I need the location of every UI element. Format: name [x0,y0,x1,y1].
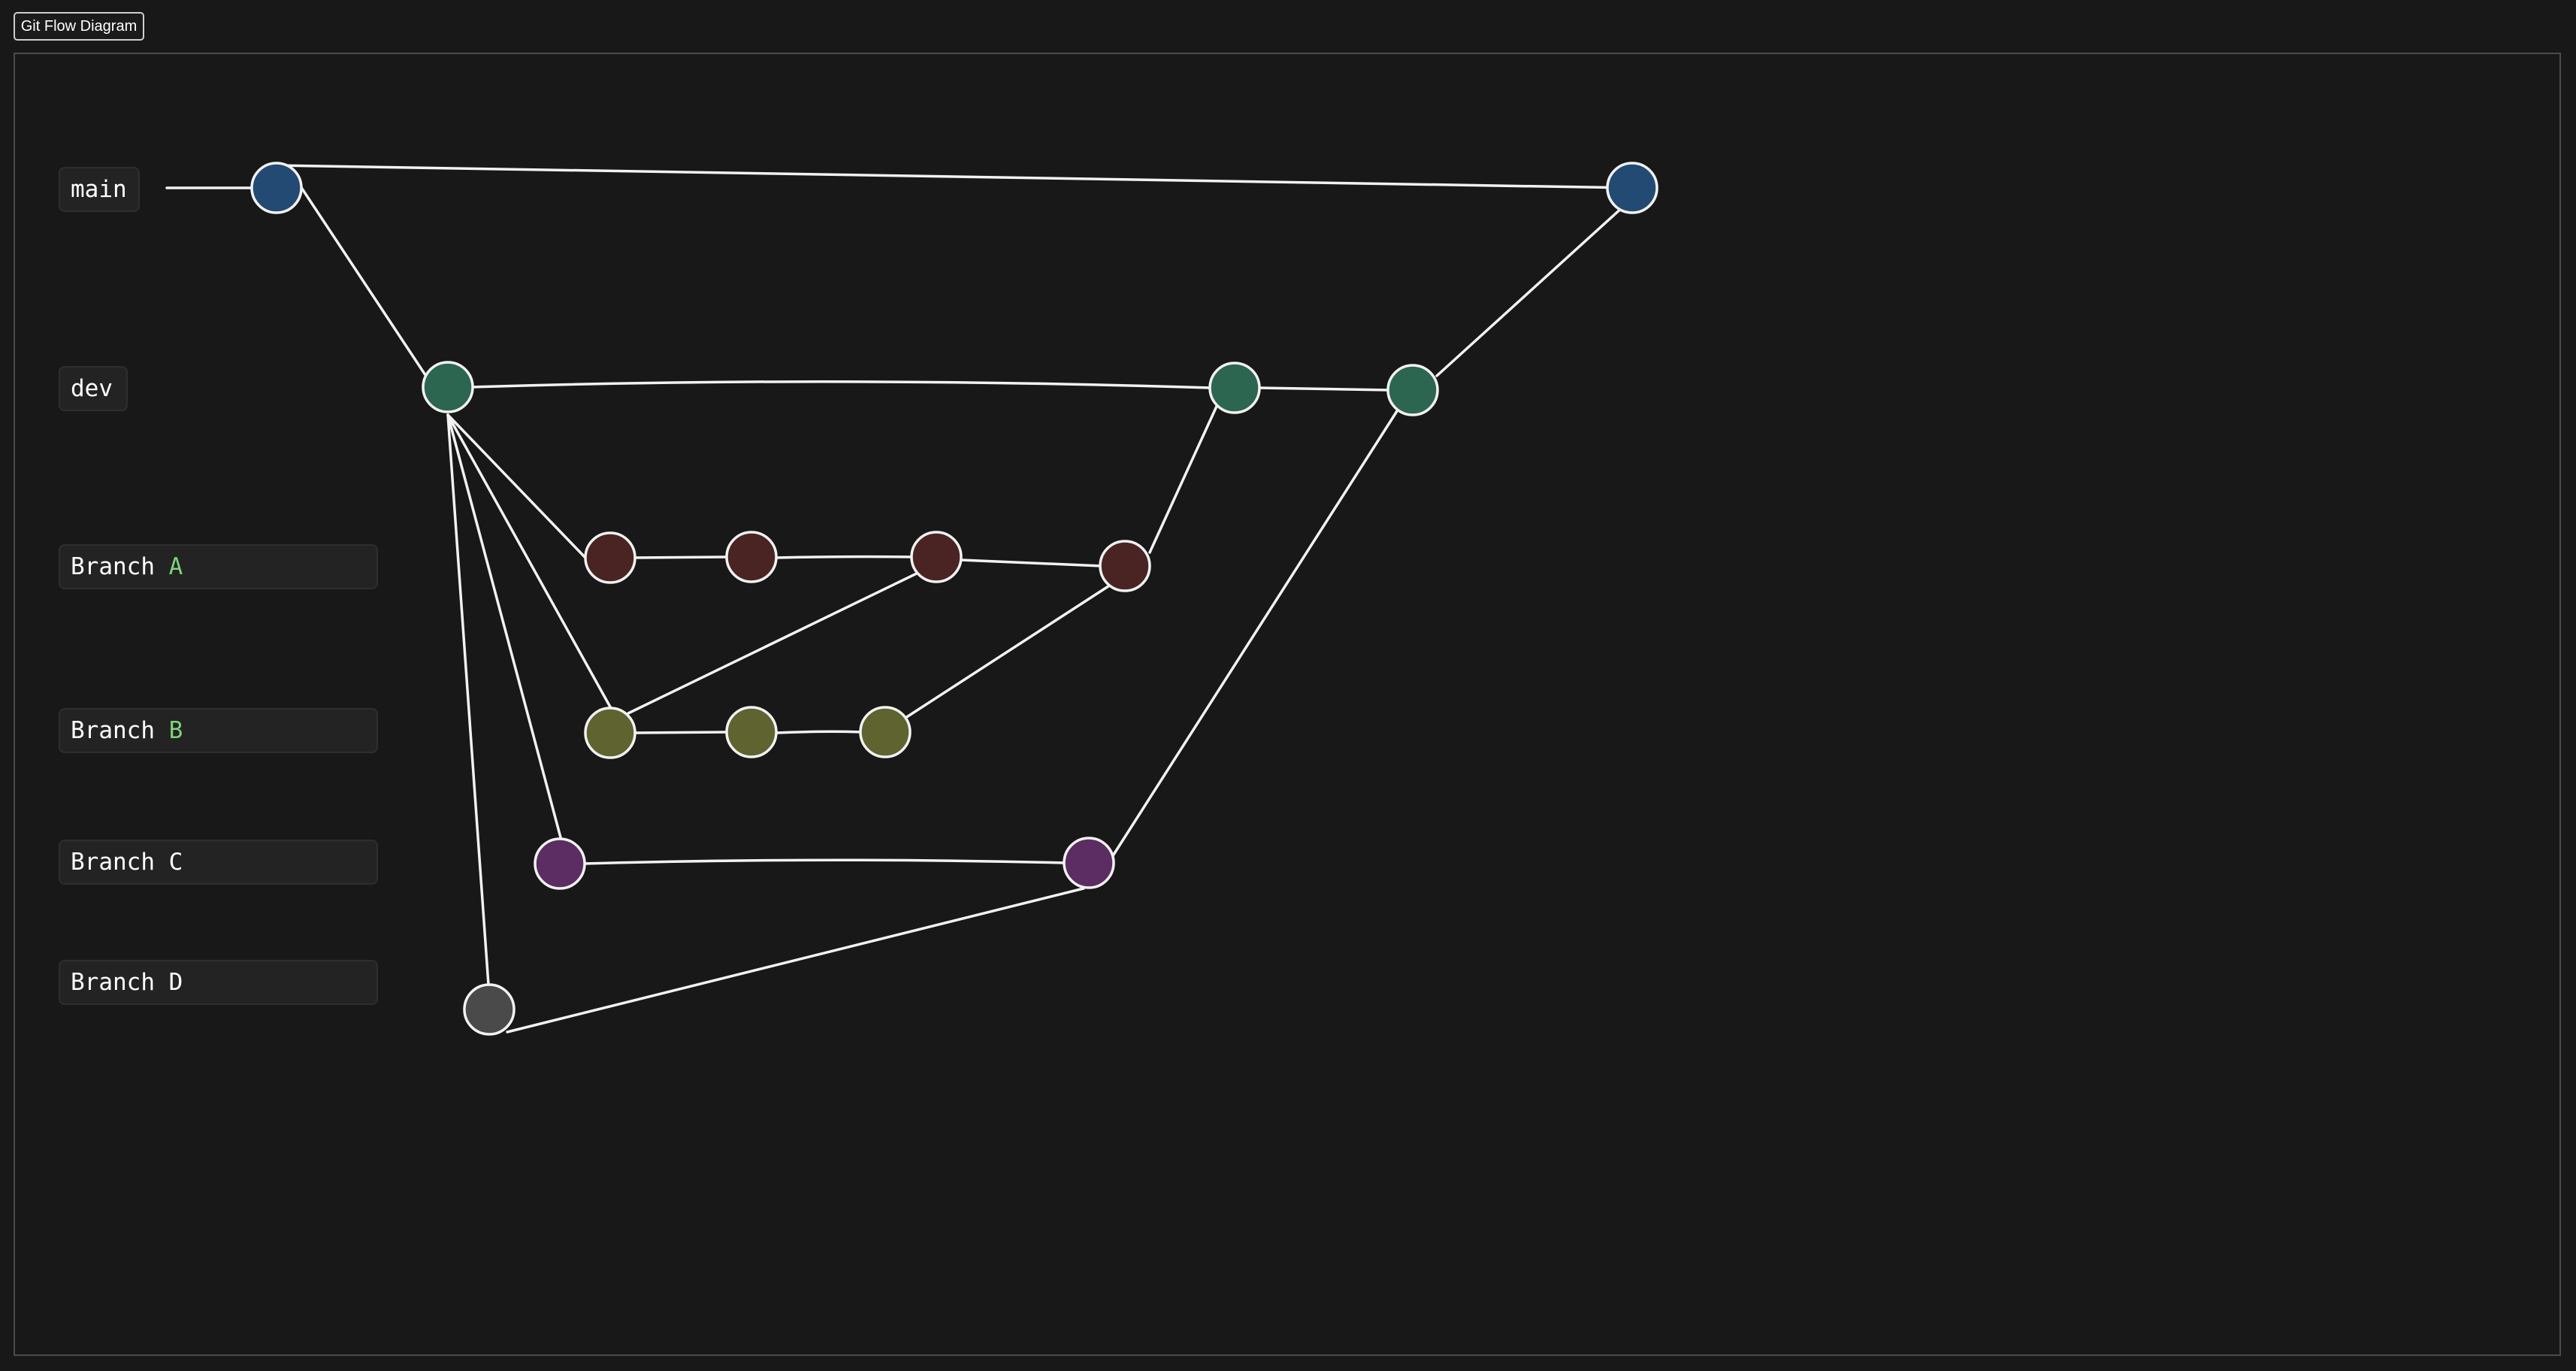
commit-dev-1[interactable] [422,361,474,413]
edge-main-to-dev [299,185,437,392]
branch-label-d: Branch D [59,960,378,1005]
branch-label-c: Branch C [59,840,378,885]
edge-d1-to-c2 [506,887,1085,1034]
edge-dev-3-to-main [1435,205,1625,377]
commit-branch-b-3[interactable] [859,706,912,758]
edge-c2-to-dev-3 [1111,401,1404,858]
edge-dev-2-to-dev-3 [1257,386,1392,392]
edge-b1-to-b2 [633,731,728,734]
edge-dev-to-c1 [446,413,563,842]
commit-branch-b-2[interactable] [725,706,778,758]
edge-b3-to-a4 [904,583,1112,719]
commit-branch-c-2[interactable] [1063,837,1115,889]
diagram-canvas [14,53,2561,1356]
edge-dev-to-a1 [446,413,586,558]
commit-dev-3[interactable] [1386,364,1439,416]
commit-branch-b-1[interactable] [584,707,636,759]
commit-dev-2[interactable] [1208,362,1261,414]
branch-label-b-letter: B [168,717,183,744]
commit-branch-a-1[interactable] [584,531,636,584]
commit-main-2[interactable] [1606,162,1658,214]
branch-label-b-prefix: Branch [71,717,169,744]
edge-dev-1-to-dev-2 [470,380,1213,389]
edge-b2-to-b3 [775,730,863,734]
branch-label-a: Branch A [59,544,378,589]
branch-label-main: main [59,167,140,212]
branch-label-a-letter: A [168,553,183,580]
commit-branch-d-1[interactable] [463,983,516,1036]
edge-a2-to-a3 [775,555,915,559]
edge-a4-to-dev-2 [1148,400,1220,554]
nodes [250,162,1658,1036]
commit-branch-a-3[interactable] [910,531,963,583]
edge-dev-to-b1 [446,413,613,711]
commit-branch-a-2[interactable] [725,531,778,583]
commit-main-1[interactable] [250,162,303,214]
edges [165,164,1634,1034]
git-flow-diagram-button[interactable]: Git Flow Diagram [14,12,144,41]
commit-branch-c-1[interactable] [534,837,586,890]
branch-label-dev: dev [59,366,128,411]
edge-a3-to-a4 [960,558,1103,567]
edge-dev-to-d1 [446,413,490,986]
edge-a1-to-a2 [633,555,728,559]
edge-main-to-main [275,164,1634,189]
branch-label-b: Branch B [59,708,378,753]
branch-label-a-prefix: Branch [71,553,169,580]
commit-branch-a-4[interactable] [1099,540,1151,592]
edge-c1-to-c2 [582,858,1066,865]
edge-b1-to-a3 [627,569,924,715]
